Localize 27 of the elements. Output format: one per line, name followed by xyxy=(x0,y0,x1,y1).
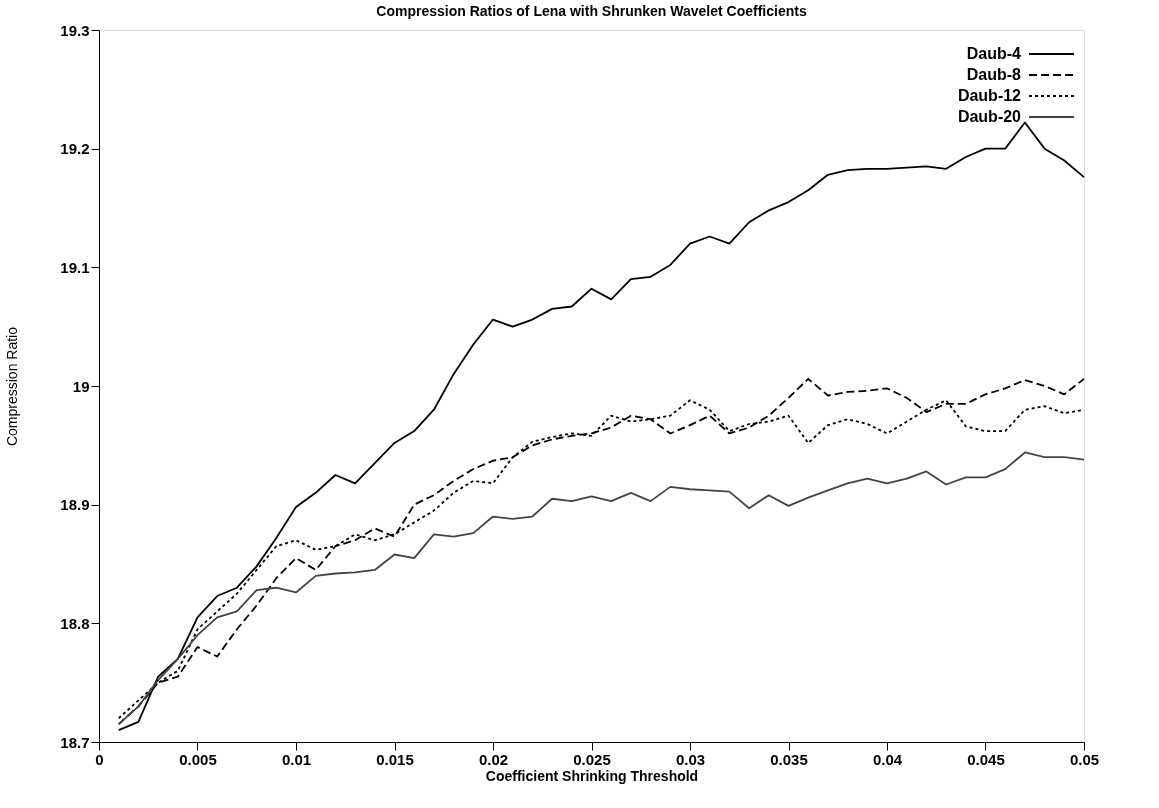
y-tick-label: 18.8 xyxy=(60,614,90,632)
legend-label: Daub-20 xyxy=(957,108,1022,125)
x-tick-label: 0.04 xyxy=(872,750,903,768)
x-tick-label: 0.035 xyxy=(770,750,808,768)
legend-label: Daub-8 xyxy=(966,66,1022,83)
x-tick-label: 0.03 xyxy=(675,750,706,768)
x-tick-label: 0.015 xyxy=(376,750,414,768)
legend-label: Daub-4 xyxy=(966,45,1022,62)
y-axis-title: Compression Ratio xyxy=(4,326,21,447)
chart-title: Compression Ratios of Lena with Shrunken Wavelet Coefficients xyxy=(376,3,807,19)
y-tick-label: 19.1 xyxy=(60,258,90,276)
y-tick-label: 18.9 xyxy=(60,496,90,514)
x-tick-label: 0 xyxy=(95,750,104,768)
line-series xyxy=(117,121,1085,732)
y-tick-label: 19.2 xyxy=(60,140,90,158)
x-tick-label: 0.025 xyxy=(573,750,611,768)
y-tick-label: 18.7 xyxy=(60,733,90,751)
x-tick-label: 0.05 xyxy=(1069,750,1100,768)
y-tick-label: 19.3 xyxy=(60,21,90,39)
x-tick-label: 0.005 xyxy=(179,750,217,768)
x-tick-label: 0.045 xyxy=(967,750,1005,768)
x-tick-label: 0.01 xyxy=(281,750,312,768)
x-axis-title: Coefficient Shrinking Threshold xyxy=(485,767,699,784)
line-series xyxy=(117,451,1085,726)
x-tick-label: 0.02 xyxy=(478,750,509,768)
legend-label: Daub-12 xyxy=(957,87,1022,104)
y-tick-label: 19 xyxy=(72,377,90,395)
